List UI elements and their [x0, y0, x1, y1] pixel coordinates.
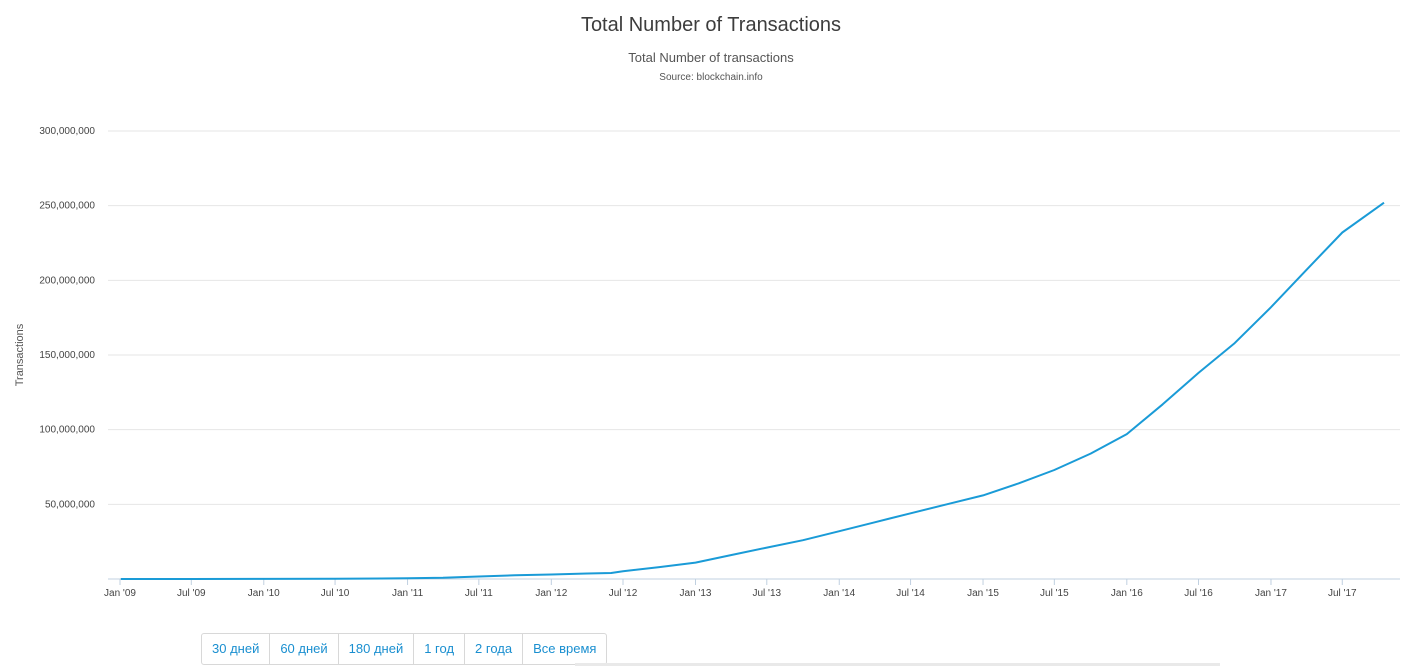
y-tick-label: 300,000,000	[39, 126, 95, 137]
page-footer-strip	[575, 663, 1220, 666]
y-axis: 50,000,000 100,000,000 150,000,000 200,000,…	[39, 126, 95, 510]
y-axis-label: Transactions	[14, 323, 26, 386]
y-tick-label: 50,000,000	[45, 499, 95, 510]
x-tick-label: Jan '17	[1255, 588, 1287, 599]
range-button-30-days[interactable]: 30 дней	[202, 634, 271, 664]
x-tick-label: Jul '14	[896, 588, 925, 599]
range-button-60-days[interactable]: 60 дней	[270, 634, 339, 664]
y-tick-label: 250,000,000	[39, 201, 95, 212]
line-chart: 50,000,000 100,000,000 150,000,000 200,000,…	[14, 126, 1400, 599]
x-tick-label: Jan '14	[823, 588, 855, 599]
x-tick-label: Jul '15	[1040, 588, 1069, 599]
range-button-180-days[interactable]: 180 дней	[339, 634, 415, 664]
x-tick-label: Jul '09	[177, 588, 206, 599]
x-tick-label: Jan '10	[248, 588, 280, 599]
x-tick-label: Jul '12	[609, 588, 638, 599]
chart-subtitle: Total Number of transactions	[628, 50, 794, 65]
x-tick-label: Jan '11	[392, 588, 424, 599]
time-range-selector: 30 дней 60 дней 180 дней 1 год 2 года Вс…	[201, 633, 608, 665]
x-tick-label: Jul '13	[752, 588, 781, 599]
range-button-2-years[interactable]: 2 года	[465, 634, 524, 664]
x-tick-label: Jul '10	[321, 588, 350, 599]
x-axis: Jan '09 Jul '09 Jan '10 Jul '10 Jan '11 Jul '…	[104, 578, 1400, 599]
x-tick-label: Jul '16	[1184, 588, 1213, 599]
y-tick-label: 150,000,000	[39, 350, 95, 361]
x-tick-label: Jan '13	[680, 588, 712, 599]
chart-title: Total Number of Transactions	[580, 14, 842, 36]
x-tick-label: Jan '15	[967, 588, 999, 599]
x-tick-label: Jan '12	[535, 588, 567, 599]
x-tick-label: Jan '09	[104, 588, 136, 599]
x-tick-label: Jul '11	[465, 588, 493, 599]
chart-source: Source: blockchain.info	[659, 72, 763, 83]
grid-lines	[108, 130, 1400, 505]
y-tick-label: 200,000,000	[39, 275, 95, 286]
y-tick-label: 100,000,000	[39, 425, 95, 436]
range-button-all-time[interactable]: Все время	[533, 641, 597, 656]
x-tick-label: Jan '16	[1111, 588, 1143, 599]
range-button-1-year[interactable]: 1 год	[414, 634, 466, 664]
x-tick-label: Jul '17	[1328, 588, 1357, 599]
series-line[interactable]	[120, 201, 1385, 580]
